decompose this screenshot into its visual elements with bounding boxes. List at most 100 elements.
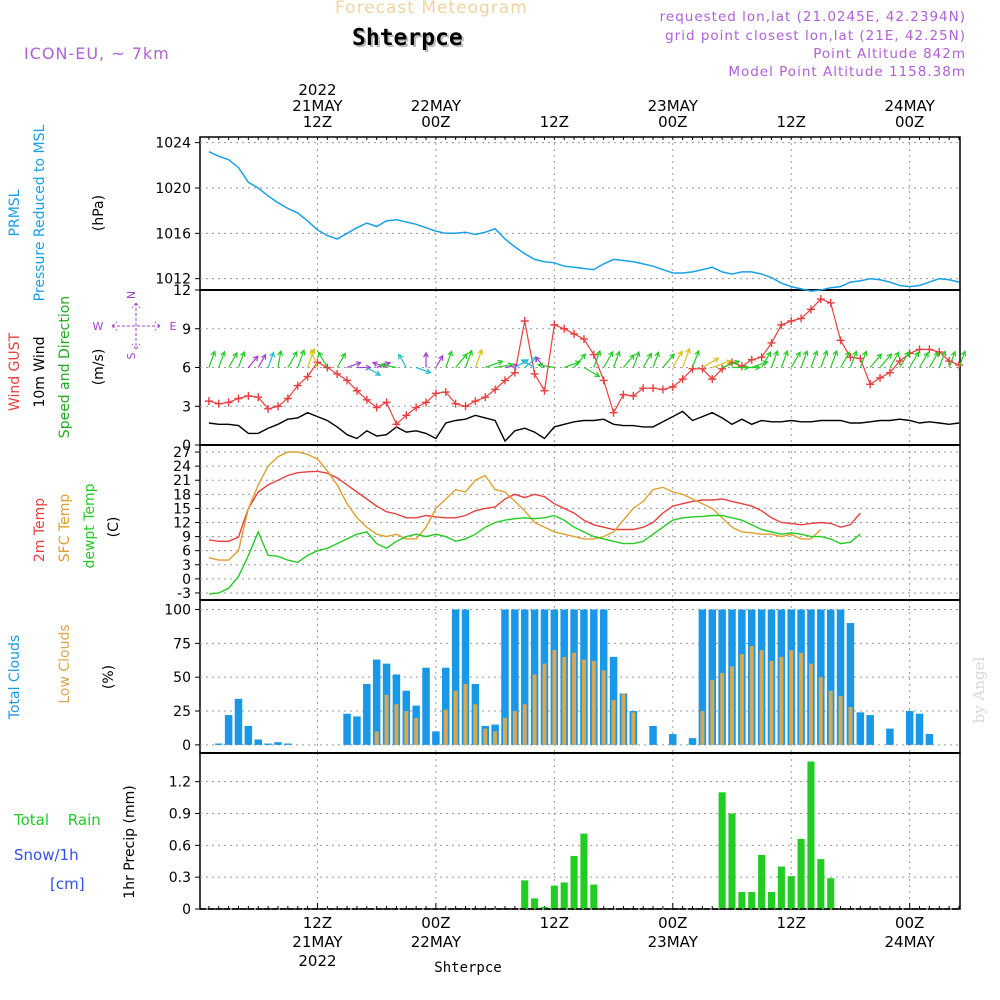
wind-direction-arrow — [652, 351, 660, 368]
wind-direction-arrow — [445, 350, 453, 368]
wind-arrow-head — [317, 351, 324, 358]
wind-direction-arrow — [435, 354, 444, 368]
rain-bar — [590, 884, 598, 909]
wind-gust-marker — [708, 375, 717, 384]
wind-gust-marker — [382, 398, 391, 407]
wind-arrow-head — [595, 349, 602, 356]
wind-arrow-shaft — [909, 351, 920, 368]
wind-gust-marker — [530, 369, 539, 378]
wind-arrow-shaft — [662, 353, 675, 368]
wind-gust-marker — [649, 384, 658, 393]
wind-direction-arrow — [593, 349, 602, 368]
low-cloud-bar — [581, 659, 586, 745]
low-cloud-bar — [789, 650, 794, 745]
wind-arrow-head — [299, 349, 306, 356]
compass-cross — [111, 302, 161, 350]
total-cloud-bar — [451, 609, 460, 745]
wind-direction-arrow — [879, 352, 893, 368]
wind-arrow-shaft — [849, 351, 857, 368]
precip-label-snow: Snow/1h — [14, 846, 79, 864]
wind-direction-arrow — [287, 350, 298, 368]
wind-direction-arrow — [830, 349, 839, 368]
low-cloud-bar — [759, 650, 764, 745]
wind-direction-arrow — [820, 349, 829, 368]
wind-arrow-shaft — [583, 366, 600, 377]
pressure-line — [208, 151, 960, 292]
wind-arrow-head — [913, 351, 920, 358]
wind-gust-marker — [767, 338, 776, 347]
precip-label-rain: Total Rain — [13, 811, 101, 829]
rain-bar — [580, 833, 588, 909]
wind-direction-arrow — [537, 362, 555, 369]
total-cloud-bar — [669, 734, 677, 745]
wind-gust-marker — [915, 345, 924, 354]
wind-arrow-shaft — [830, 350, 838, 368]
clouds-ytick-label: 75 — [173, 636, 191, 652]
wind-gust-marker — [254, 393, 263, 402]
wind-direction-arrow — [712, 359, 732, 369]
wind-arrow-shaft — [869, 353, 882, 368]
wind-gust-marker — [678, 375, 687, 384]
wind-direction-arrow — [247, 355, 259, 368]
wind-arrow-shaft — [928, 352, 939, 368]
rain-bar — [777, 866, 785, 909]
wind-label-gust: Wind GUST — [7, 332, 23, 411]
wind-arrow-head — [379, 362, 386, 369]
wind-arrow-head — [685, 347, 691, 354]
wind-arrow-head — [371, 361, 379, 367]
time-label-bottom: 12Z — [303, 914, 332, 932]
wind-speed-line — [208, 410, 960, 443]
wind-gust-marker — [214, 399, 223, 408]
wind-gust-marker — [589, 350, 598, 359]
wind-arrow-shaft — [495, 363, 513, 369]
total-cloud-bar — [826, 609, 835, 745]
chart-title: Forecast Meteogram — [335, 0, 528, 18]
precip-unit: 1hr Precip (mm) — [122, 785, 138, 898]
clouds-ytick-label: 100 — [164, 602, 191, 618]
temp-unit: (C) — [106, 517, 122, 538]
wind-arrow-shaft — [899, 351, 910, 368]
precip-ytick-label: 0.9 — [169, 806, 191, 822]
total-cloud-bar — [856, 712, 865, 745]
low-cloud-bar — [799, 652, 804, 745]
rain-bar — [728, 813, 736, 909]
wind-arrow-shaft — [810, 350, 818, 368]
wind-gust-marker — [895, 357, 904, 366]
wind-arrow-shaft — [435, 355, 444, 368]
temperature-ytick-label: 9 — [182, 530, 191, 546]
footer-location: Shterpce — [434, 960, 501, 976]
time-label-bottom: 00Z — [421, 914, 450, 932]
wind-ytick-label: 12 — [173, 283, 191, 299]
wind-gust-marker — [303, 372, 312, 381]
wind-arrow-head — [239, 350, 246, 358]
wind-direction-arrow — [958, 350, 967, 368]
pressure-panel-frame — [199, 136, 961, 291]
time-label-top: 24MAY — [885, 97, 936, 115]
wind-arrow-shaft — [366, 366, 381, 376]
wind-gust-marker — [362, 395, 371, 404]
wind-direction-arrow — [672, 350, 683, 368]
wind-arrow-shaft — [800, 350, 808, 368]
wind-gust-marker — [550, 320, 559, 329]
temperature-ytick-label: 3 — [182, 558, 191, 574]
wind-direction-arrow — [928, 351, 939, 368]
clouds-unit: (%) — [101, 665, 117, 689]
wind-arrow-shaft — [208, 351, 216, 368]
wind-direction-arrow — [899, 350, 910, 368]
low-cloud-bar — [463, 683, 468, 745]
wind-arrow-head — [802, 349, 809, 357]
pressure-ytick-label: 1016 — [155, 226, 191, 242]
wind-arrow-head — [423, 351, 429, 358]
wind-arrow-shaft — [445, 351, 453, 368]
wind-arrow-shaft — [642, 353, 652, 368]
wind-gust-marker — [451, 399, 460, 408]
low-cloud-bar — [483, 728, 488, 745]
wind-arrow-head — [734, 359, 741, 366]
wind-direction-arrow — [423, 351, 429, 368]
precip-ytick-label: 0.3 — [169, 870, 191, 886]
wind-direction-arrow — [800, 349, 809, 368]
wind-arrow-head — [365, 364, 372, 371]
compass-e: E — [170, 320, 177, 333]
low-cloud-bar — [384, 694, 389, 745]
